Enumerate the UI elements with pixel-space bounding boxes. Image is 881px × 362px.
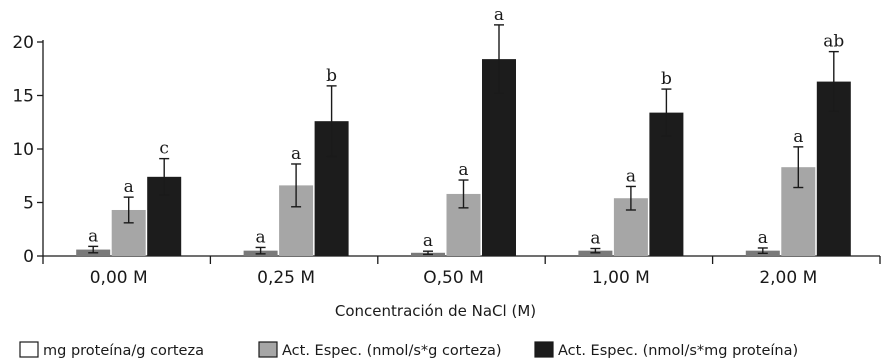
- y-tick-label: 15: [12, 87, 34, 107]
- y-tick-label: 5: [23, 194, 34, 214]
- x-tick-label: O,50 M: [423, 268, 484, 288]
- significance-letter: a: [256, 227, 266, 247]
- significance-letter: b: [326, 66, 337, 86]
- legend-item: Act. Espec. (nmol/s*g corteza): [258, 341, 502, 359]
- y-tick-label: 0: [23, 247, 34, 267]
- legend-label: Act. Espec. (nmol/s*mg proteína): [558, 343, 798, 359]
- legend-swatch: [534, 341, 554, 358]
- significance-letter: a: [590, 229, 600, 249]
- significance-letter: a: [458, 160, 468, 180]
- significance-letter: a: [793, 127, 803, 147]
- significance-letter: b: [661, 69, 672, 89]
- chart-bars: [76, 24, 851, 257]
- y-tick-label: 10: [12, 140, 34, 160]
- y-tick-label: 20: [12, 33, 34, 53]
- significance-letter: a: [291, 144, 301, 164]
- legend-item: Act. Espec. (nmol/s*mg proteína): [534, 341, 798, 359]
- legend-swatch: [258, 341, 278, 358]
- significance-letter: a: [626, 166, 636, 186]
- legend: mg proteína/g corteza Act. Espec. (nmol/s…: [19, 341, 798, 359]
- significance-letter: ab: [823, 32, 844, 52]
- x-tick-label: 0,00 M: [90, 268, 148, 288]
- legend-swatch: [19, 341, 39, 358]
- significance-letter: a: [494, 5, 504, 25]
- legend-label: mg proteína/g corteza: [43, 343, 204, 359]
- x-tick-label: 1,00 M: [592, 268, 650, 288]
- legend-item: mg proteína/g corteza: [19, 341, 204, 359]
- x-tick-label: 0,25 M: [257, 268, 315, 288]
- x-axis-label: Concentración de NaCl (M): [335, 302, 536, 320]
- significance-letter: a: [88, 226, 98, 246]
- legend-label: Act. Espec. (nmol/s*g corteza): [282, 343, 502, 359]
- x-tick-label: 2,00 M: [759, 268, 817, 288]
- significance-letter: a: [758, 228, 768, 248]
- significance-letter: a: [124, 177, 134, 197]
- significance-letter: a: [423, 231, 433, 251]
- significance-letter: c: [159, 139, 169, 159]
